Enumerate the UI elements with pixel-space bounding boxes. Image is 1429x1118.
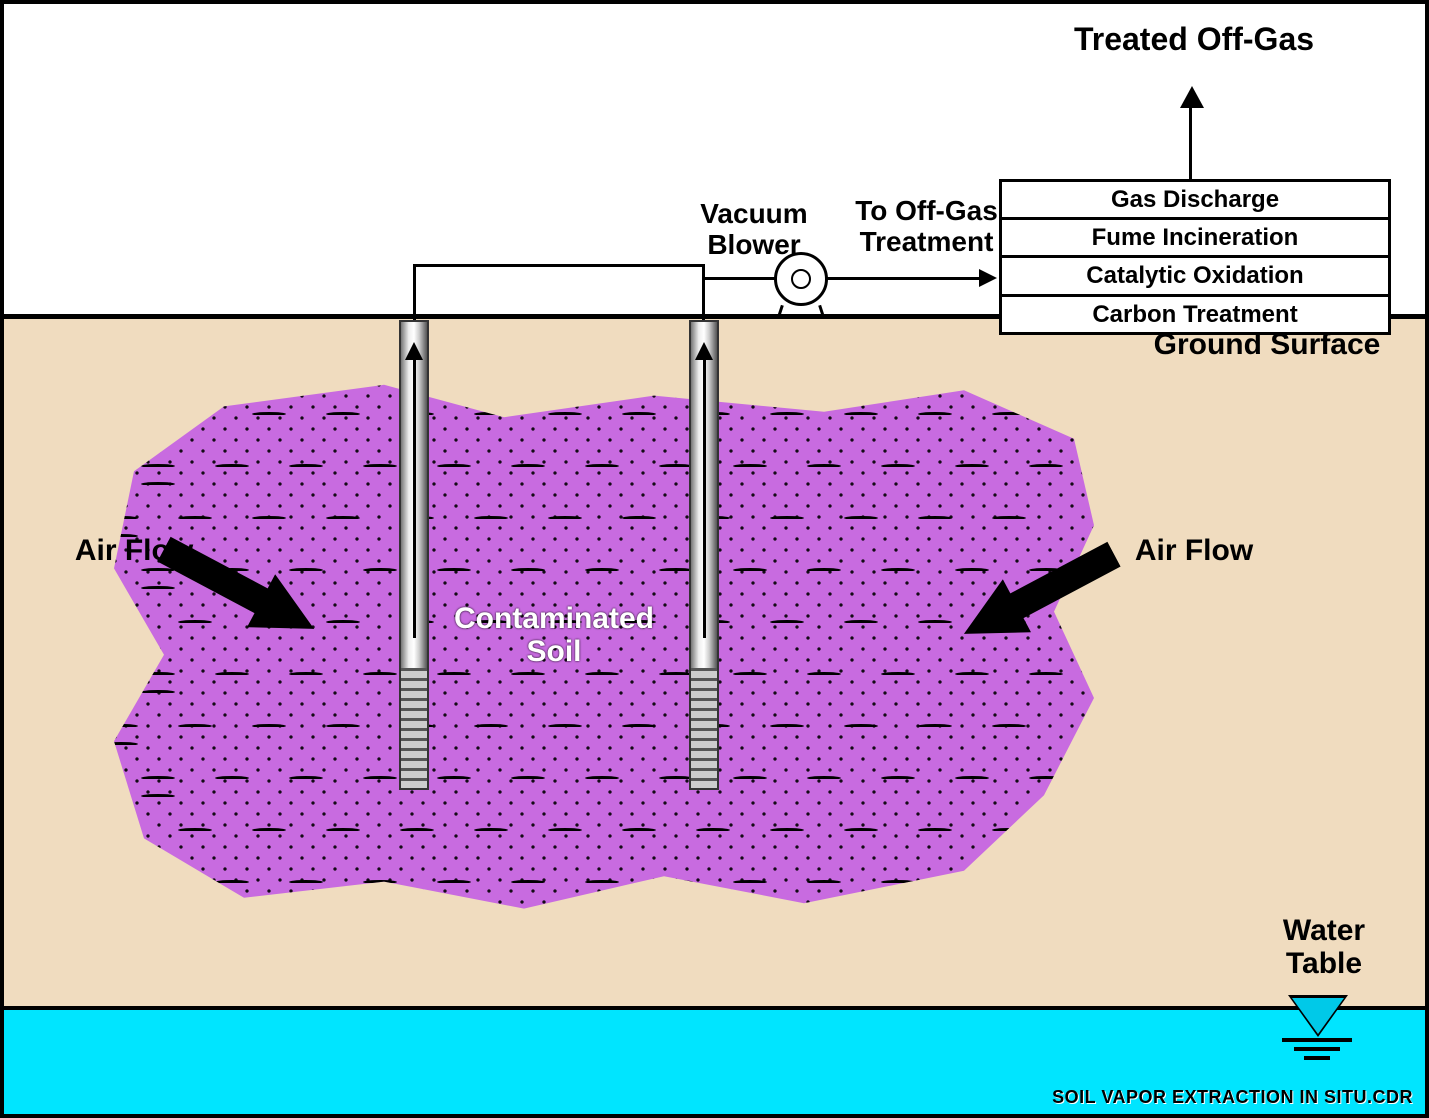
- arrowhead-right-icon: [979, 269, 997, 287]
- pipe-segment: [827, 277, 981, 280]
- pipe-segment: [702, 264, 705, 320]
- extraction-well-left: [399, 320, 429, 790]
- water-table-ground-lines: [1282, 1038, 1352, 1065]
- treatment-row: Catalytic Oxidation: [1002, 258, 1388, 296]
- pipe-segment: [413, 264, 416, 320]
- air-flow-label-left: Air Flow: [44, 534, 224, 567]
- treatment-row: Fume Incineration: [1002, 220, 1388, 258]
- treated-offgas-label: Treated Off-Gas: [1044, 22, 1344, 57]
- treatment-row: Carbon Treatment: [1002, 297, 1388, 332]
- water-table-label: Water Table: [1259, 914, 1389, 980]
- air-flow-label-right: Air Flow: [1104, 534, 1284, 567]
- treatment-row: Gas Discharge: [1002, 182, 1388, 220]
- vacuum-blower-label: Vacuum Blower: [654, 199, 854, 261]
- pipe-segment: [1189, 104, 1192, 179]
- treatment-stack: Gas DischargeFume IncinerationCatalytic …: [999, 179, 1391, 335]
- diagram-canvas: Gas DischargeFume IncinerationCatalytic …: [0, 0, 1429, 1118]
- water-table-triangle-icon: [1292, 998, 1344, 1034]
- well-screen: [401, 668, 427, 788]
- pipe-segment: [704, 277, 779, 280]
- to-offgas-label: To Off-Gas Treatment: [844, 196, 1009, 258]
- arrowhead-up-icon: [1180, 86, 1204, 108]
- ground-surface-label: Ground Surface: [1132, 328, 1402, 361]
- well-screen: [691, 668, 717, 788]
- extraction-well-right: [689, 320, 719, 790]
- blower-rotor-icon: [791, 269, 811, 289]
- blower-base: [769, 314, 833, 317]
- contaminated-soil-label: Contaminated Soil: [424, 602, 684, 668]
- footer-filename: SOIL VAPOR EXTRACTION IN SITU.CDR: [1052, 1087, 1413, 1108]
- pipe-segment: [413, 264, 705, 267]
